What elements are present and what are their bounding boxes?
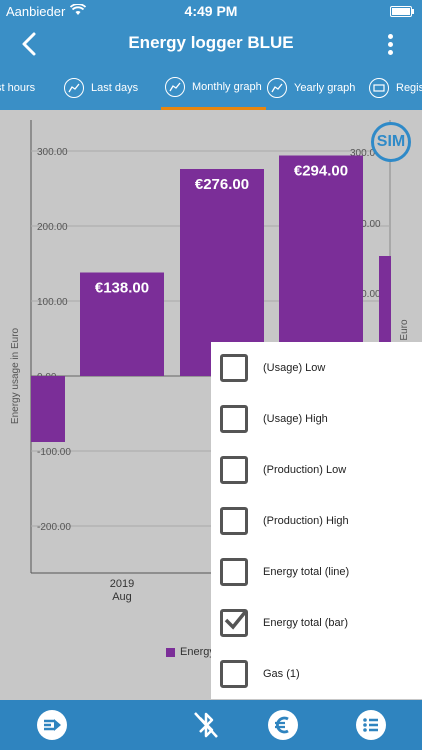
- y-axis-label: Energy usage in Euro: [10, 327, 21, 424]
- bar-value-label: €294.00: [294, 163, 348, 180]
- y-tick-label: 200.00: [37, 222, 68, 233]
- checkbox[interactable]: [220, 506, 248, 535]
- legend-label: Energy: [180, 646, 215, 658]
- chart-icon: [64, 78, 84, 98]
- app-header: Energy logger BLUE: [0, 22, 422, 66]
- checkmark-icon: [224, 609, 248, 630]
- legend-swatch: [166, 647, 175, 657]
- chart-icon: [267, 78, 287, 98]
- dropdown-option-label: (Usage) Low: [263, 361, 326, 374]
- dropdown-option-label: Energy total (line): [263, 565, 350, 578]
- euro-icon[interactable]: [267, 709, 299, 741]
- x-tick-label: Aug: [112, 591, 132, 603]
- chart-legend: Energy: [166, 646, 215, 658]
- tab-last-days[interactable]: Last days: [64, 66, 138, 110]
- dropdown-option[interactable]: Energy total (line): [211, 546, 422, 597]
- checkbox[interactable]: [220, 353, 248, 382]
- dropdown-option-label: (Usage) High: [263, 412, 328, 425]
- dropdown-option-label: (Production) High: [263, 514, 349, 527]
- tab-register[interactable]: Regis: [369, 66, 422, 110]
- sim-badge[interactable]: SIM: [371, 122, 411, 162]
- y-tick-label: 300.00: [37, 147, 68, 158]
- dropdown-option[interactable]: Gas (1): [211, 648, 422, 699]
- status-bar: Aanbieder 4:49 PM: [0, 0, 422, 22]
- battery-icon: [390, 6, 414, 17]
- right-axis-label: Euro: [399, 319, 410, 341]
- dropdown-option[interactable]: (Usage) High: [211, 393, 422, 444]
- dropdown-option-label: Energy total (bar): [263, 616, 348, 629]
- bar: [80, 272, 164, 376]
- chart-icon: [165, 76, 185, 97]
- bar: [180, 169, 264, 376]
- checkbox[interactable]: [220, 659, 248, 688]
- tab-monthly-graph[interactable]: Monthly graph: [161, 66, 266, 110]
- tab-label: Monthly graph: [192, 80, 262, 93]
- bluetooth-disabled-icon[interactable]: [190, 709, 222, 741]
- tab-last-hours[interactable]: st hours: [0, 66, 35, 110]
- y-tick-label: -200.00: [37, 522, 71, 533]
- checkbox[interactable]: [220, 455, 248, 484]
- dropdown-option[interactable]: Energy total (bar): [211, 597, 422, 648]
- bar-value-label: €138.00: [95, 280, 149, 297]
- export-icon[interactable]: [36, 709, 68, 741]
- dropdown-option-label: (Production) Low: [263, 463, 347, 476]
- page-title: Energy logger BLUE: [128, 33, 294, 52]
- checkbox[interactable]: [220, 557, 248, 586]
- series-dropdown: (Usage) Low (Usage) High (Production) Low (…: [211, 342, 422, 699]
- tab-label: Last days: [91, 82, 139, 94]
- tab-yearly-graph[interactable]: Yearly graph: [267, 66, 355, 110]
- tab-bar: st hours Last days Monthly graph Yearly …: [0, 66, 422, 110]
- dropdown-option[interactable]: (Production) Low: [211, 444, 422, 495]
- tab-label: st hours: [0, 82, 36, 94]
- monthly-bar-chart: 300.00200.00100.000.00-100.00-200.00300.…: [10, 120, 410, 603]
- wifi-icon: [70, 4, 86, 15]
- carrier-label: Aanbieder: [6, 4, 66, 19]
- y-tick-label: 100.00: [37, 297, 68, 308]
- back-arrow-icon[interactable]: [18, 30, 40, 58]
- register-icon: [369, 78, 389, 98]
- dropdown-option[interactable]: (Production) High: [211, 495, 422, 546]
- y-tick-label: -100.00: [37, 447, 71, 458]
- list-icon[interactable]: [355, 709, 387, 741]
- bar: [31, 376, 65, 442]
- bottom-toolbar: [0, 700, 422, 750]
- right-tick-label: 250.00: [350, 219, 381, 230]
- right-tick-label: 200.00: [350, 289, 381, 300]
- dropdown-option-label: Gas (1): [263, 667, 300, 680]
- bar: [279, 155, 363, 376]
- dropdown-option[interactable]: (Usage) Low: [211, 342, 422, 393]
- tab-label: Regis: [396, 82, 422, 94]
- bar-value-label: €276.00: [195, 176, 249, 193]
- status-time: 4:49 PM: [184, 3, 238, 19]
- checkbox[interactable]: [220, 404, 248, 433]
- checkbox-checked[interactable]: [220, 608, 248, 637]
- tab-label: Yearly graph: [294, 82, 356, 94]
- right-tick-label: 300.0: [350, 148, 375, 159]
- x-tick-label: 2019: [110, 578, 134, 590]
- more-options-icon[interactable]: [388, 34, 394, 56]
- graph-area: 300.00200.00100.000.00-100.00-200.00300.…: [0, 110, 422, 700]
